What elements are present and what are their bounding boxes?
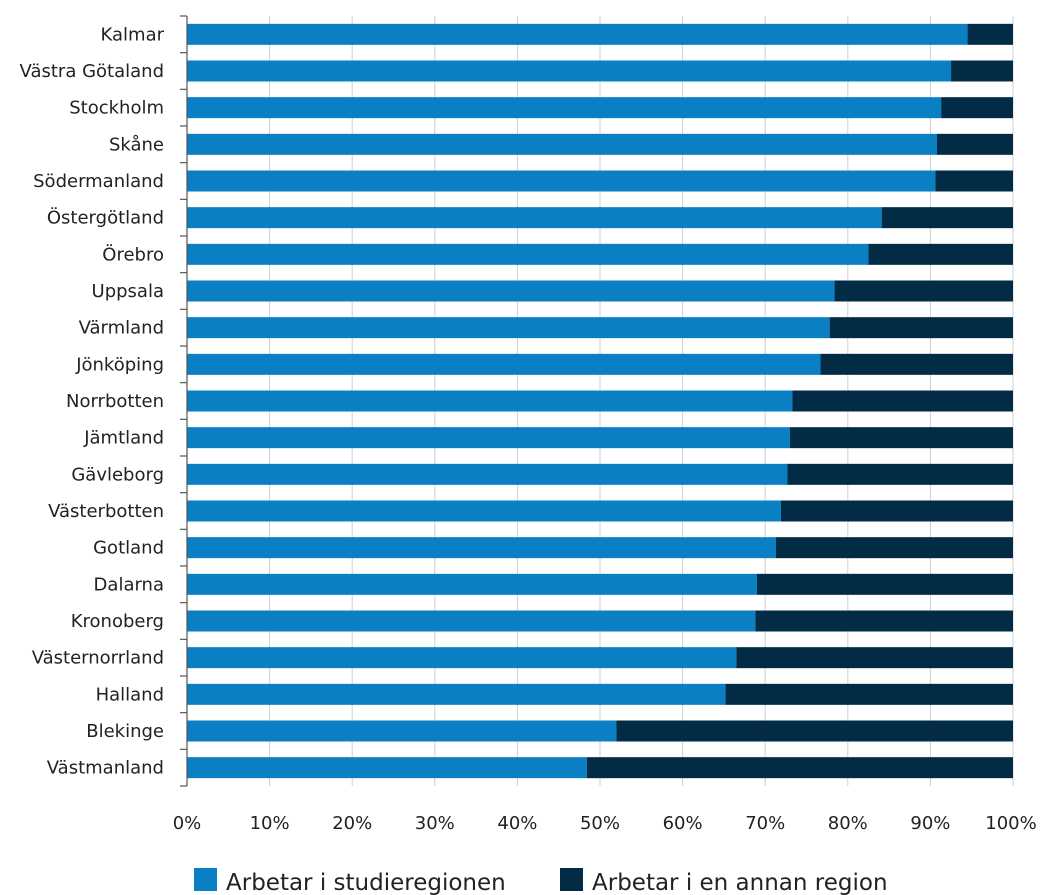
bar-annan-region bbox=[725, 683, 1013, 705]
bar-studieregionen bbox=[187, 720, 617, 742]
bar-studieregionen bbox=[187, 243, 869, 265]
x-tick-label: 80% bbox=[828, 813, 868, 834]
bar-studieregionen bbox=[187, 207, 882, 229]
bar-annan-region bbox=[792, 390, 1013, 412]
legend-swatch bbox=[560, 868, 583, 891]
bars bbox=[187, 23, 1013, 779]
category-label: Östergötland bbox=[47, 207, 164, 229]
bar-annan-region bbox=[780, 500, 1013, 522]
category-label: Gävleborg bbox=[71, 464, 164, 485]
bar-studieregionen bbox=[187, 610, 756, 632]
x-tick-label: 10% bbox=[250, 813, 290, 834]
bar-annan-region bbox=[775, 537, 1013, 559]
bar-annan-region bbox=[881, 207, 1013, 229]
category-label: Örebro bbox=[102, 243, 164, 265]
category-label: Gotland bbox=[93, 538, 164, 559]
bar-annan-region bbox=[935, 170, 1013, 192]
category-label: Västernorrland bbox=[32, 648, 164, 669]
category-label: Kalmar bbox=[101, 24, 165, 45]
bar-annan-region bbox=[820, 353, 1013, 375]
bar-annan-region bbox=[967, 23, 1013, 45]
bar-studieregionen bbox=[187, 317, 830, 339]
x-tick-label: 90% bbox=[910, 813, 950, 834]
x-tick-label: 60% bbox=[663, 813, 703, 834]
category-label: Blekinge bbox=[86, 721, 164, 742]
bar-studieregionen bbox=[187, 537, 776, 559]
bar-annan-region bbox=[616, 720, 1013, 742]
category-label: Uppsala bbox=[92, 281, 164, 302]
category-label: Skåne bbox=[109, 134, 164, 155]
bar-annan-region bbox=[787, 463, 1013, 485]
x-tick-label: 100% bbox=[985, 813, 1036, 834]
bar-annan-region bbox=[829, 317, 1013, 339]
category-label: Västerbotten bbox=[48, 501, 164, 522]
category-label: Värmland bbox=[79, 318, 164, 339]
bar-studieregionen bbox=[187, 463, 788, 485]
bar-annan-region bbox=[834, 280, 1013, 302]
bar-annan-region bbox=[756, 573, 1013, 595]
x-tick-label: 40% bbox=[497, 813, 537, 834]
x-tick-label: 30% bbox=[415, 813, 455, 834]
x-tick-label: 50% bbox=[580, 813, 620, 834]
axes bbox=[180, 15, 188, 787]
category-label: Kronoberg bbox=[71, 611, 164, 632]
category-label: Västmanland bbox=[47, 758, 164, 779]
bar-annan-region bbox=[586, 757, 1013, 779]
bar-studieregionen bbox=[187, 500, 781, 522]
bar-annan-region bbox=[937, 133, 1013, 155]
bar-studieregionen bbox=[187, 683, 726, 705]
bar-studieregionen bbox=[187, 23, 968, 45]
x-tick-label: 0% bbox=[173, 813, 202, 834]
legend: Arbetar i studieregionen Arbetar i en ann… bbox=[194, 868, 888, 895]
x-tick-label: 20% bbox=[332, 813, 372, 834]
category-label: Jämtland bbox=[83, 428, 164, 449]
category-label: Halland bbox=[96, 684, 164, 705]
category-label: Södermanland bbox=[33, 171, 164, 192]
x-tick-label: 70% bbox=[745, 813, 785, 834]
bar-annan-region bbox=[951, 60, 1013, 82]
bar-studieregionen bbox=[187, 280, 835, 302]
bar-annan-region bbox=[755, 610, 1013, 632]
bar-studieregionen bbox=[187, 133, 938, 155]
category-labels: Kalmar Västra Götaland Stockholm Skåne Söder… bbox=[20, 24, 165, 778]
bar-studieregionen bbox=[187, 757, 587, 779]
bar-studieregionen bbox=[187, 427, 790, 449]
bar-studieregionen bbox=[187, 647, 737, 669]
category-label: Norrbotten bbox=[66, 391, 164, 412]
category-label: Stockholm bbox=[69, 98, 164, 119]
bar-studieregionen bbox=[187, 353, 821, 375]
category-label: Dalarna bbox=[94, 574, 164, 595]
bar-annan-region bbox=[789, 427, 1013, 449]
bar-studieregionen bbox=[187, 97, 942, 119]
bar-annan-region bbox=[868, 243, 1013, 265]
category-label: Jönköping bbox=[75, 354, 164, 375]
bar-annan-region bbox=[941, 97, 1013, 119]
legend-label: Arbetar i en annan region bbox=[592, 870, 888, 895]
legend-swatch bbox=[194, 868, 217, 891]
bar-studieregionen bbox=[187, 390, 793, 412]
bar-studieregionen bbox=[187, 573, 757, 595]
x-tick-labels: 0% 10% 20% 30% 40% 50% 60% 70% 80% 90% 100% bbox=[173, 813, 1037, 834]
bar-studieregionen bbox=[187, 170, 936, 192]
bar-studieregionen bbox=[187, 60, 952, 82]
bar-annan-region bbox=[736, 647, 1013, 669]
legend-label: Arbetar i studieregionen bbox=[226, 870, 506, 895]
category-label: Västra Götaland bbox=[20, 61, 164, 82]
